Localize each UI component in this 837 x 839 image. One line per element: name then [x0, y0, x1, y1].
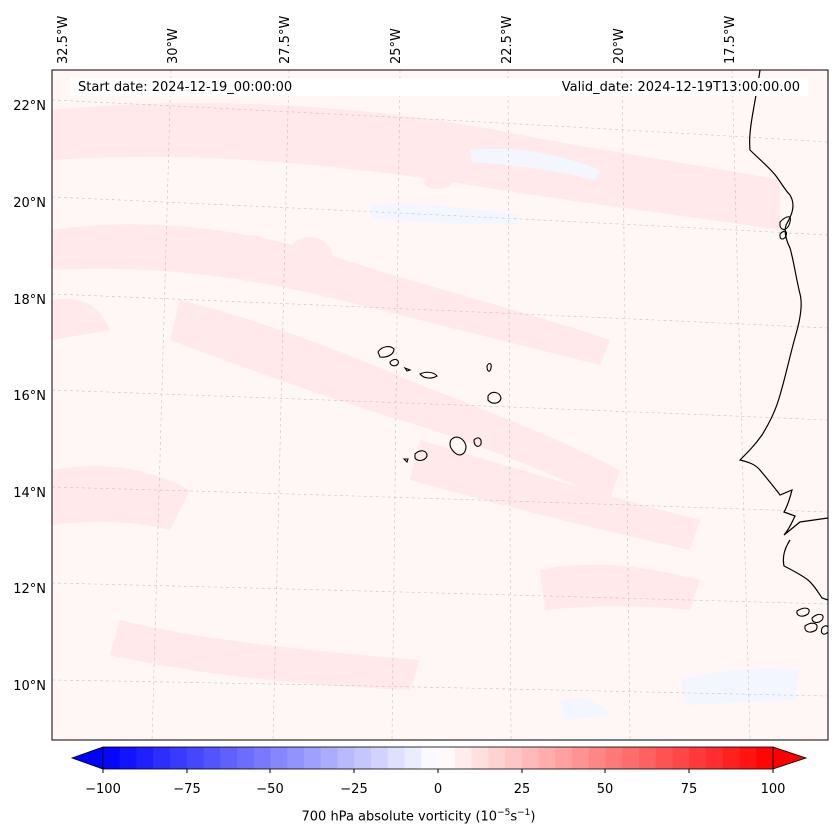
negative-vorticity-areas [370, 148, 800, 720]
lat-label: 12°N [13, 582, 46, 597]
colorbar-label-main: 700 hPa absolute vorticity (10 [301, 809, 498, 825]
colorbar-segment [387, 747, 405, 769]
colorbar-segment [404, 747, 422, 769]
africa-coastline-south [782, 539, 828, 601]
colorbar-segment [421, 747, 439, 769]
colorbar-segment [186, 747, 204, 769]
colorbar-segment [538, 747, 556, 769]
positive-vorticity-areas [52, 103, 780, 690]
cbar-tick-label: 75 [681, 782, 698, 797]
colorbar-label-end: ) [530, 809, 536, 825]
colorbar-segment [337, 747, 355, 769]
colorbar-segment [488, 747, 506, 769]
colorbar: −100 −75 −50 −25 0 25 50 75 100 [70, 746, 808, 797]
colorbar-segment [655, 747, 673, 769]
colorbar-segment [438, 747, 456, 769]
colorbar-segment [237, 747, 255, 769]
graticule [52, 70, 828, 740]
colorbar-segments [103, 747, 774, 769]
colorbar-segment [639, 747, 657, 769]
colorbar-max-extend [772, 746, 808, 770]
start-date-text: Start date: 2024-12-19_00:00:00 [78, 80, 292, 95]
colorbar-segment [371, 747, 389, 769]
lon-label: 20°W [612, 28, 627, 64]
colorbar-segment [521, 747, 539, 769]
colorbar-segment [354, 747, 372, 769]
colorbar-segment [136, 747, 154, 769]
colorbar-segment [756, 747, 774, 769]
lat-label: 14°N [13, 486, 46, 501]
colorbar-segment [471, 747, 489, 769]
colorbar-segment [287, 747, 305, 769]
map-panel: Start date: 2024-12-19_00:00:00 Valid_da… [52, 70, 828, 740]
colorbar-segment [605, 747, 623, 769]
lat-label: 22°N [13, 99, 46, 114]
lon-label: 17.5°W [723, 16, 738, 64]
colorbar-min-extend [70, 746, 104, 770]
colorbar-segment [304, 747, 322, 769]
colorbar-segment [253, 747, 271, 769]
colorbar-segment [103, 747, 121, 769]
map-frame [51, 69, 829, 741]
valid-date-text: Valid_date: 2024-12-19T13:00:00.00 [562, 80, 800, 95]
date-header-strip [70, 78, 808, 96]
lon-label: 25°W [389, 28, 404, 64]
lon-label: 30°W [166, 28, 181, 64]
colorbar-segment [203, 747, 221, 769]
lat-label: 16°N [13, 389, 46, 404]
colorbar-segment [722, 747, 740, 769]
colorbar-segment [739, 747, 757, 769]
cbar-tick-label: −75 [173, 782, 200, 797]
colorbar-label-mid: s [510, 809, 518, 825]
latitude-labels: 22°N 20°N 18°N 16°N 14°N 12°N 10°N [13, 99, 46, 694]
longitude-labels: 32.5°W 30°W 27.5°W 25°W 22.5°W 20°W 17.5… [56, 16, 738, 64]
colorbar-segment [555, 747, 573, 769]
colorbar-ticks [102, 769, 774, 773]
colorbar-segment [672, 747, 690, 769]
colorbar-segment [153, 747, 171, 769]
colorbar-label-exp1: −5 [497, 808, 511, 818]
colorbar-tick-labels: −100 −75 −50 −25 0 25 50 75 100 [85, 782, 785, 797]
cbar-tick-label: 100 [761, 782, 786, 797]
cbar-tick-label: −25 [340, 782, 367, 797]
lat-label: 18°N [13, 293, 46, 308]
colorbar-segment [505, 747, 523, 769]
colorbar-segment [622, 747, 640, 769]
lon-label: 32.5°W [56, 16, 71, 64]
colorbar-segment [320, 747, 338, 769]
colorbar-segment [706, 747, 724, 769]
colorbar-segment [572, 747, 590, 769]
cbar-tick-label: 50 [597, 782, 614, 797]
colorbar-label: 700 hPa absolute vorticity (10−5s−1) [0, 808, 837, 824]
colorbar-segment [220, 747, 238, 769]
lon-label: 22.5°W [500, 16, 515, 64]
colorbar-segment [119, 747, 137, 769]
cbar-tick-label: 0 [434, 782, 442, 797]
cbar-tick-label: −100 [85, 782, 121, 797]
colorbar-segment [454, 747, 472, 769]
lat-label: 20°N [13, 196, 46, 211]
africa-coastline [738, 70, 828, 536]
lon-label: 27.5°W [278, 16, 293, 64]
cbar-tick-label: −50 [256, 782, 283, 797]
colorbar-segment [588, 747, 606, 769]
colorbar-segment [689, 747, 707, 769]
coastal-islets [779, 216, 828, 635]
colorbar-segment [170, 747, 188, 769]
lat-label: 10°N [13, 679, 46, 694]
cape-verde-islands [377, 346, 502, 464]
cbar-tick-label: 25 [514, 782, 531, 797]
colorbar-label-exp2: −1 [517, 808, 531, 818]
colorbar-segment [270, 747, 288, 769]
